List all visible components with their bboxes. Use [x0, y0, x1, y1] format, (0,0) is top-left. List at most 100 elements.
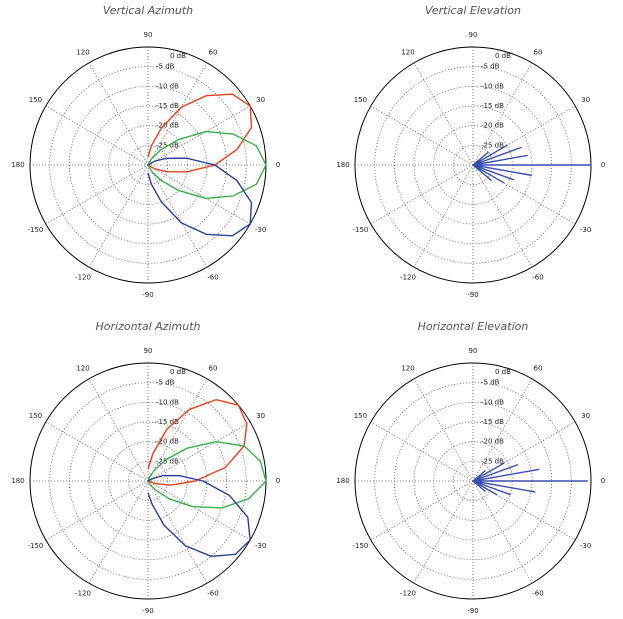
r-tick-label: -10 dB — [481, 398, 504, 406]
theta-tick-label: -150 — [27, 542, 43, 550]
grid-ray — [45, 480, 149, 541]
r-tick-label: -10 dB — [156, 398, 179, 406]
theta-tick-label: 30 — [581, 96, 590, 104]
r-tick-label: -15 dB — [156, 418, 179, 426]
theta-tick-label: 150 — [29, 412, 42, 420]
r-tick-label: -25 dB — [481, 141, 504, 149]
r-tick-label: -25 dB — [481, 457, 504, 465]
theta-tick-label: -30 — [580, 542, 591, 550]
theta-tick-label: -30 — [255, 226, 266, 234]
grid-ray — [45, 421, 149, 482]
grid-ray — [45, 164, 149, 225]
r-tick-label: -5 dB — [481, 379, 500, 387]
theta-tick-label: 30 — [256, 412, 265, 420]
theta-tick-label: -150 — [352, 226, 368, 234]
pattern-line — [147, 157, 253, 237]
grid-ray — [147, 378, 208, 482]
theta-tick-label: -150 — [352, 542, 368, 550]
theta-tick-label: -30 — [255, 542, 266, 550]
theta-tick-label: 30 — [581, 412, 590, 420]
grid-ray — [472, 164, 533, 268]
r-tick-label: -15 dB — [481, 418, 504, 426]
r-tick-label: -15 dB — [156, 102, 179, 110]
r-tick-label: -5 dB — [156, 379, 175, 387]
grid-ray — [472, 378, 533, 482]
theta-tick-label: 150 — [354, 96, 367, 104]
r-tick-label: -25 dB — [156, 457, 179, 465]
theta-tick-label: -120 — [400, 274, 416, 282]
grid-ray — [472, 480, 533, 584]
grid-ring — [49, 66, 247, 264]
grid-ray — [370, 421, 474, 482]
grid-ring — [88, 105, 208, 225]
r-tick-label: -15 dB — [481, 102, 504, 110]
theta-tick-label: 60 — [534, 48, 543, 56]
pattern-line — [147, 398, 248, 486]
chart-title: Horizontal Azimuth — [96, 320, 201, 333]
theta-tick-label: 90 — [144, 31, 153, 39]
chart-title: Horizontal Elevation — [418, 320, 529, 333]
theta-tick-label: 0 — [601, 477, 605, 485]
grid-ray — [147, 480, 208, 584]
theta-tick-label: 150 — [29, 96, 42, 104]
theta-tick-label: -60 — [532, 590, 543, 598]
theta-tick-label: 180 — [336, 477, 349, 485]
r-tick-label: -10 dB — [156, 82, 179, 90]
theta-tick-label: 90 — [144, 347, 153, 355]
grid-ray — [370, 105, 474, 166]
theta-tick-label: 120 — [401, 364, 414, 372]
theta-tick-label: 90 — [469, 347, 478, 355]
pattern-line — [472, 462, 588, 496]
r-tick-label: -5 dB — [156, 63, 175, 71]
grid-ray — [370, 480, 474, 541]
r-tick-label: 0 dB — [495, 52, 511, 60]
theta-tick-label: 60 — [209, 364, 218, 372]
theta-tick-label: -120 — [75, 274, 91, 282]
theta-tick-label: 120 — [76, 48, 89, 56]
theta-tick-label: -150 — [27, 226, 43, 234]
theta-tick-label: -90 — [142, 291, 153, 299]
theta-tick-label: -30 — [580, 226, 591, 234]
theta-tick-label: -90 — [467, 291, 478, 299]
grid-ray — [370, 164, 474, 225]
r-tick-label: 0 dB — [170, 368, 186, 376]
theta-tick-label: 120 — [401, 48, 414, 56]
theta-tick-label: -60 — [207, 274, 218, 282]
theta-tick-label: 90 — [469, 31, 478, 39]
theta-tick-label: 0 — [276, 477, 280, 485]
theta-tick-label: 60 — [209, 48, 218, 56]
theta-tick-label: 0 — [276, 161, 280, 169]
theta-tick-label: -60 — [207, 590, 218, 598]
grid-ray — [472, 62, 533, 166]
r-tick-label: 0 dB — [495, 368, 511, 376]
theta-tick-label: -60 — [532, 274, 543, 282]
pattern-line — [147, 93, 253, 173]
grid-ray — [45, 105, 149, 166]
theta-tick-label: 180 — [336, 161, 349, 169]
theta-tick-label: 180 — [11, 477, 24, 485]
r-tick-label: 0 dB — [170, 52, 186, 60]
theta-tick-label: -90 — [142, 607, 153, 615]
theta-tick-label: -90 — [467, 607, 478, 615]
theta-tick-label: 30 — [256, 96, 265, 104]
theta-tick-label: 180 — [11, 161, 24, 169]
pattern-line — [147, 130, 267, 200]
theta-tick-label: 0 — [601, 161, 605, 169]
theta-tick-label: 60 — [534, 364, 543, 372]
chart-title: Vertical Azimuth — [103, 4, 193, 17]
grid-ring — [49, 382, 247, 580]
r-tick-label: -20 dB — [156, 438, 179, 446]
theta-tick-label: 120 — [76, 364, 89, 372]
pattern-line — [147, 440, 267, 509]
grid-ring — [127, 144, 169, 186]
r-tick-label: -10 dB — [481, 82, 504, 90]
grid-ray — [147, 164, 208, 268]
theta-tick-label: 150 — [354, 412, 367, 420]
theta-tick-label: -120 — [75, 590, 91, 598]
theta-tick-label: -120 — [400, 590, 416, 598]
pattern-line — [147, 474, 251, 558]
grid-ring — [88, 421, 208, 541]
r-tick-label: -5 dB — [481, 63, 500, 71]
chart-title: Vertical Elevation — [425, 4, 521, 17]
